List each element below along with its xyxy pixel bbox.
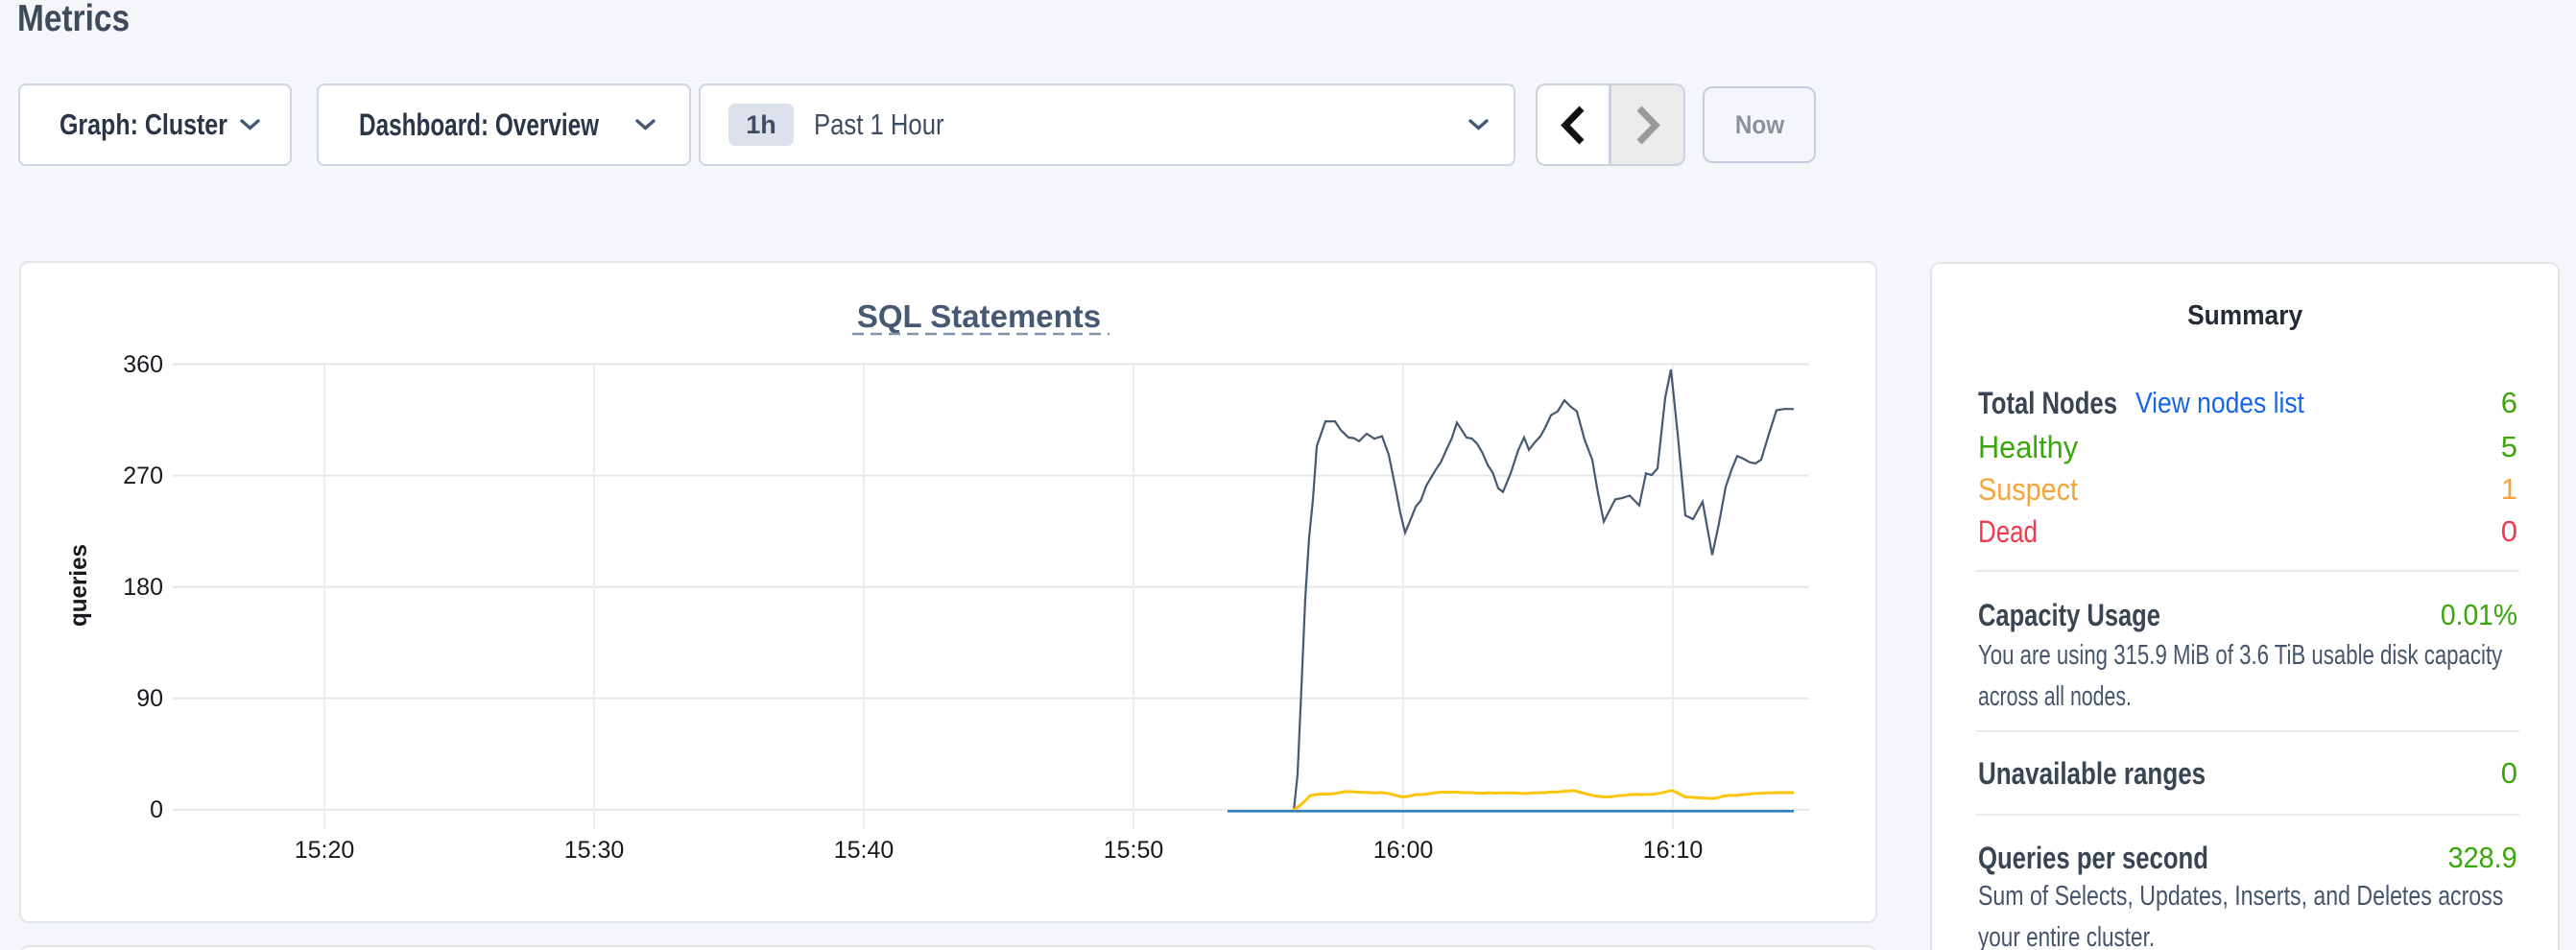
svg-text:15:40: 15:40 [834, 837, 894, 864]
svg-text:15:20: 15:20 [295, 837, 355, 864]
svg-text:360: 360 [123, 351, 163, 378]
svg-text:queries: queries [65, 544, 92, 627]
svg-text:15:50: 15:50 [1104, 837, 1164, 864]
svg-text:270: 270 [123, 463, 163, 489]
svg-text:90: 90 [136, 685, 163, 712]
svg-text:0: 0 [150, 796, 163, 823]
svg-text:16:10: 16:10 [1643, 837, 1704, 864]
svg-text:SQL Statements: SQL Statements [857, 298, 1101, 334]
svg-text:180: 180 [123, 574, 163, 601]
svg-text:16:00: 16:00 [1373, 837, 1434, 864]
svg-text:15:30: 15:30 [564, 837, 625, 864]
